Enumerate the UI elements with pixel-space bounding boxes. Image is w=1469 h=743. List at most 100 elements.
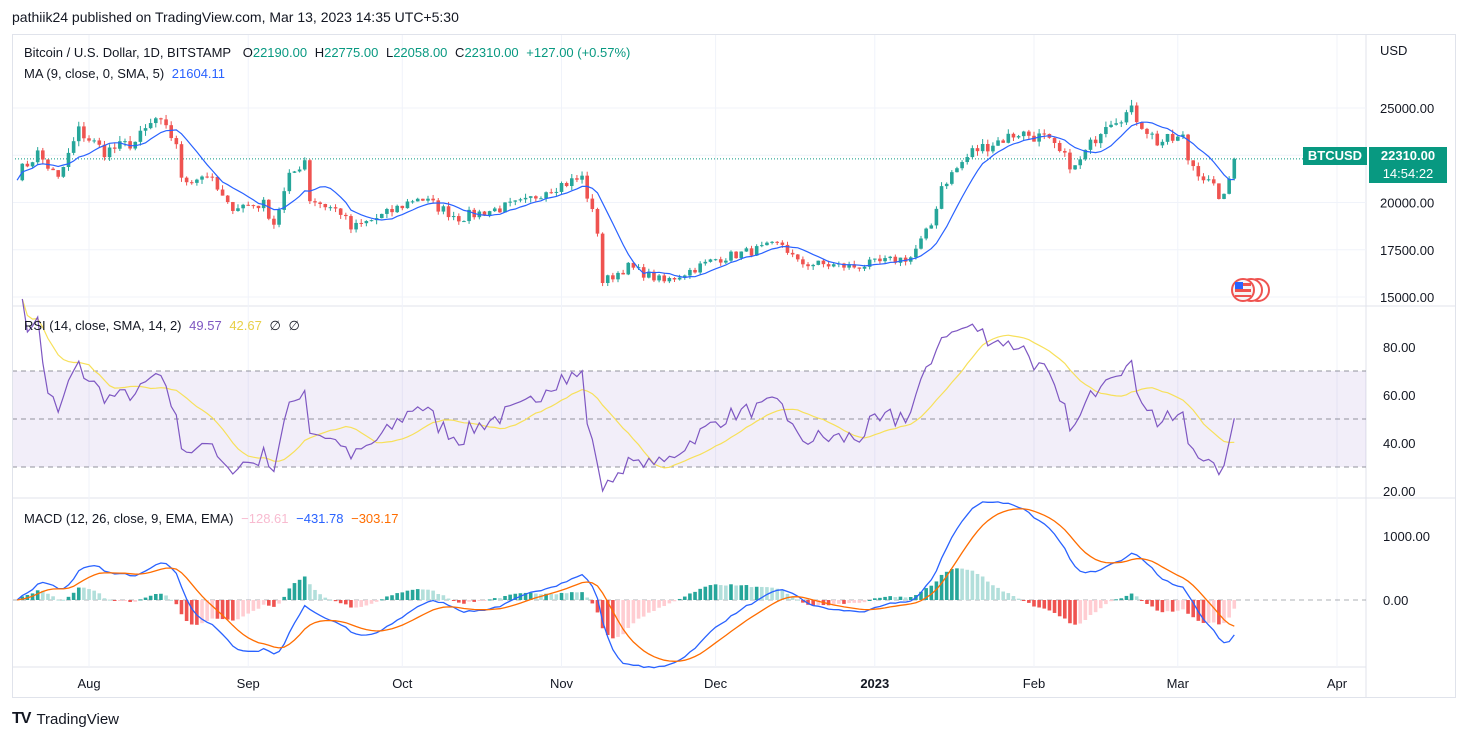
macd-hist-bar [1222, 600, 1226, 624]
rsi-value: 49.57 [189, 318, 222, 333]
macd-hist-bar [765, 587, 769, 600]
candle-body [950, 172, 954, 184]
candle-body [539, 198, 543, 200]
macd-hist-bar [1140, 600, 1144, 601]
macd-hist-bar [703, 586, 708, 600]
macd-hist-bar [487, 599, 492, 601]
macd-hist-bar [210, 600, 215, 619]
macd-hist-bar [605, 600, 610, 636]
low-value: 22058.00 [393, 45, 448, 60]
macd-hist-bar [713, 584, 718, 600]
macd-hist-bar [133, 600, 138, 602]
candle-body [595, 208, 600, 234]
candle-body [1021, 131, 1026, 137]
candle-body [441, 206, 446, 212]
macd-hist-bar [960, 568, 964, 600]
candle-body [61, 167, 66, 177]
candle-body [436, 200, 441, 212]
macd-hist-bar [1042, 600, 1047, 609]
macd-hist-bar [924, 588, 928, 600]
macd-hist-bar [56, 599, 61, 601]
candle-body [451, 216, 456, 218]
axis-labels: USD 25000.00 20000.00 17500.00 15000.00 80.00… [77, 43, 1434, 691]
macd-hist-bar [744, 585, 749, 600]
macd-hist-bar [729, 584, 733, 600]
tradingview-logo-icon: TV [12, 710, 31, 727]
macd-hist-bar [169, 599, 174, 601]
candle-body [1211, 179, 1216, 184]
macd-legend: MACD (12, 26, close, 9, EMA, EMA) −128.6… [24, 511, 402, 526]
candle-body [292, 171, 297, 173]
macd-hist-bar [862, 600, 867, 603]
candle-body [426, 198, 430, 201]
macd-hist-bar [724, 585, 728, 600]
macd-hist-bar [934, 581, 939, 600]
macd-hist-bar [436, 594, 441, 600]
candle-body [76, 126, 81, 142]
candle-body [457, 216, 461, 222]
macd-hist-bar [1078, 600, 1083, 624]
macd-hist-bar [200, 600, 204, 624]
candle-body [559, 183, 564, 192]
candle-body [667, 277, 672, 282]
macd-hist-bar [826, 600, 831, 606]
macd-hist-bar [184, 600, 189, 622]
candle-body [965, 157, 970, 163]
rsi-legend: RSI (14, close, SMA, 14, 2) 49.57 42.67 … [24, 318, 304, 334]
macd-hist-bar [1052, 600, 1057, 613]
macd-hist-bar [421, 589, 425, 600]
footer-brand[interactable]: TV TradingView [12, 710, 119, 728]
macd-hist-bar [302, 576, 307, 600]
macd-hist-bar [71, 592, 76, 600]
macd-hist-bar [569, 592, 574, 600]
candle-body [1170, 133, 1175, 141]
macd-hist-bar [575, 592, 579, 600]
macd-hist-bar [364, 600, 369, 606]
macd-hist-bar [965, 569, 970, 600]
candle-body [647, 271, 651, 278]
ma-legend: MA (9, close, 0, SMA, 5) 21604.11 [24, 66, 229, 81]
candle-body [148, 123, 153, 129]
candle-body [41, 150, 45, 160]
macd-hist-bar [97, 593, 102, 600]
macd-hist-bar [308, 584, 312, 600]
candle-body [811, 264, 815, 267]
candle-body [1217, 183, 1221, 199]
macd-hist-bar [883, 596, 887, 600]
candle-body [564, 183, 569, 186]
candle-body [914, 248, 918, 258]
macd-hist-bar [292, 583, 297, 600]
time-tick-label: Oct [392, 676, 413, 691]
macd-hist-bar [1145, 600, 1149, 604]
candle-body [1104, 127, 1108, 135]
candle-body [282, 191, 286, 210]
macd-hist-bar [174, 600, 179, 605]
macd-hist-bar [1119, 598, 1124, 600]
us-flag-icon[interactable] [1231, 278, 1270, 302]
macd-hist-bar [1088, 600, 1093, 615]
candle-body [1201, 176, 1206, 181]
candle-body [575, 178, 579, 180]
candle-body [605, 275, 610, 284]
footer-brand-name: TradingView [36, 710, 119, 728]
macd-hist-bar [837, 600, 841, 604]
candle-body [215, 176, 220, 190]
macd-hist-bar [369, 600, 374, 604]
macd-hist-bar [816, 600, 821, 605]
time-tick-label: Sep [237, 676, 260, 691]
ma-line [16, 121, 1235, 279]
candle-body [1011, 133, 1016, 138]
macd-hist-bar [503, 595, 507, 600]
macd-hist-bar [297, 579, 302, 600]
candle-body [616, 272, 620, 280]
currency-label: USD [1380, 43, 1407, 58]
candle-body [1109, 124, 1113, 128]
candle-body [200, 176, 204, 180]
candle-body [492, 208, 497, 212]
change-value: +127.00 (+0.57%) [526, 45, 631, 60]
candle-body [272, 218, 276, 225]
candle-body [831, 264, 836, 267]
candle-body [205, 176, 209, 178]
macd-hist-bar [585, 597, 589, 600]
